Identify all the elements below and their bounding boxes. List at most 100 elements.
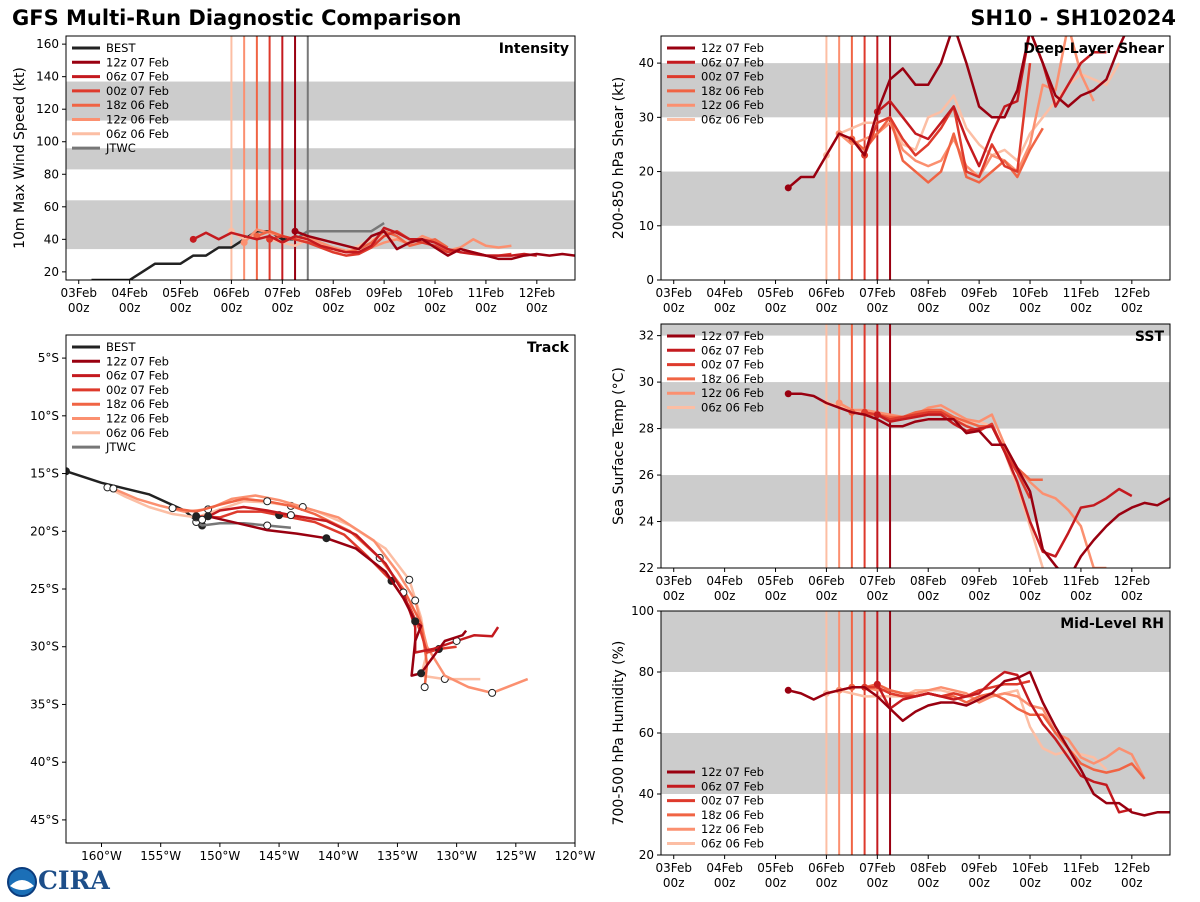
shear-xtick-label-4: 07Feb [859, 286, 896, 300]
sst-xtick-sublabel-5: 00z [917, 589, 939, 603]
intensity-xtick-label-1: 04Feb [111, 286, 148, 300]
intensity-xtick-label-0: 03Feb [60, 286, 97, 300]
track-xtick-label-5: 135°W [377, 849, 418, 863]
sst-xtick-sublabel-9: 00z [1121, 589, 1143, 603]
track-ytick-label-4: 25°S [30, 582, 59, 596]
sst-ytick-label-0: 22 [639, 561, 654, 575]
sst-xtick-sublabel-4: 00z [867, 589, 889, 603]
track-plot-area [66, 467, 529, 697]
intensity-xtick-sublabel-2: 00z [170, 301, 192, 315]
track-marker-5-0 [192, 512, 201, 521]
intensity-xtick-label-7: 10Feb [417, 286, 454, 300]
shear-title: Deep-Layer Shear [1023, 41, 1164, 57]
intensity-series-start-7 [291, 227, 299, 235]
track-marker-3-16 [488, 688, 497, 697]
rh-series-2 [851, 682, 1146, 780]
track-xtick-label-6: 130°W [436, 849, 477, 863]
rh-series-start-5 [784, 686, 792, 694]
track-marker-3-0 [109, 484, 118, 493]
track-marker-6-0 [198, 515, 207, 524]
track-title: Track [527, 340, 570, 356]
intensity-ytick-label-4: 100 [36, 135, 59, 149]
rh-title: Mid-Level RH [1060, 616, 1164, 632]
rh-xtick-sublabel-3: 00z [816, 876, 838, 890]
intensity-ytick-label-7: 160 [36, 37, 59, 51]
figure-title: GFS Multi-Run Diagnostic Comparison [12, 6, 462, 30]
shear-xtick-sublabel-3: 00z [816, 301, 838, 315]
intensity-xtick-label-8: 11Feb [468, 286, 505, 300]
intensity-legend-label-6: 06z 06 Feb [106, 127, 169, 141]
rh-legend-label-5: 06z 06 Feb [701, 837, 764, 851]
sst-xtick-sublabel-0: 00z [663, 589, 685, 603]
rh-series-5 [788, 670, 1170, 817]
shear-xtick-sublabel-1: 00z [714, 301, 736, 315]
shear-xtick-sublabel-0: 00z [663, 301, 685, 315]
track-ytick-label-2: 15°S [30, 467, 59, 481]
sst-xtick-sublabel-7: 00z [1019, 589, 1041, 603]
track-legend-label-0: BEST [106, 340, 136, 354]
shear-legend-label-3: 18z 06 Feb [701, 84, 764, 98]
shear-xtick-sublabel-2: 00z [765, 301, 787, 315]
track-xtick-label-0: 160°W [81, 849, 122, 863]
rh-xtick-label-9: 12Feb [1114, 861, 1151, 875]
rh-ytick-label-1: 40 [639, 787, 654, 801]
shear-series-4 [876, 36, 1107, 168]
sst-chart: 22242628303203Feb00z04Feb00z05Feb00z06Fe… [611, 323, 1171, 603]
intensity-xtick-sublabel-0: 00z [68, 301, 90, 315]
track-marker-7-0 [204, 512, 213, 521]
track-legend-label-7: JTWC [105, 440, 136, 454]
track-xtick-label-7: 125°W [495, 849, 536, 863]
track-ytick-label-7: 40°S [30, 755, 59, 769]
rh-xtick-sublabel-1: 00z [714, 876, 736, 890]
shear-band-1 [661, 63, 1170, 118]
sst-series-1 [838, 401, 1107, 568]
shear-xtick-sublabel-4: 00z [867, 301, 889, 315]
noaa-logo-icon [7, 867, 37, 897]
rh-xtick-label-3: 06Feb [808, 861, 845, 875]
sst-xtick-label-8: 11Feb [1063, 574, 1100, 588]
sst-plot-area [661, 324, 1170, 568]
track-ytick-label-8: 45°S [30, 813, 59, 827]
sst-band-0 [661, 475, 1170, 522]
track-marker-4-4 [263, 497, 272, 506]
rh-legend-label-1: 06z 07 Feb [701, 779, 764, 793]
rh-ytick-label-2: 60 [639, 726, 654, 740]
rh-xtick-sublabel-8: 00z [1070, 876, 1092, 890]
sst-xtick-label-6: 09Feb [961, 574, 998, 588]
rh-ytick-label-0: 20 [639, 848, 654, 862]
intensity-xtick-sublabel-3: 00z [221, 301, 243, 315]
intensity-xtick-sublabel-9: 00z [526, 301, 548, 315]
sst-legend-label-3: 18z 06 Feb [701, 372, 764, 386]
sst-xtick-label-0: 03Feb [655, 574, 692, 588]
track-marker-1-4 [263, 521, 272, 530]
track-legend-label-2: 06z 07 Feb [106, 369, 169, 383]
track-legend-label-1: 12z 07 Feb [106, 354, 169, 368]
shear-xtick-label-8: 11Feb [1063, 286, 1100, 300]
intensity-xtick-label-4: 07Feb [264, 286, 301, 300]
track-marker-7-4 [322, 534, 331, 543]
shear-ytick-label-2: 20 [639, 165, 654, 179]
rh-ylabel: 700-500 hPa Humidity (%) [611, 641, 627, 826]
shear-xtick-label-1: 04Feb [706, 286, 743, 300]
shear-xtick-label-9: 12Feb [1114, 286, 1151, 300]
sst-ytick-label-2: 26 [639, 468, 654, 482]
rh-xtick-label-1: 04Feb [706, 861, 743, 875]
rh-xtick-sublabel-7: 00z [1019, 876, 1041, 890]
track-marker-0-0 [66, 467, 70, 476]
track-xtick-label-8: 120°W [555, 849, 596, 863]
intensity-series-start-3 [240, 239, 248, 247]
track-series-7 [207, 515, 468, 677]
rh-series-4 [876, 670, 1133, 814]
sst-series-start-1 [835, 399, 843, 407]
sst-legend-label-5: 06z 06 Feb [701, 401, 764, 415]
track-xtick-label-4: 140°W [318, 849, 359, 863]
rh-xtick-sublabel-0: 00z [663, 876, 685, 890]
intensity-series-7 [294, 229, 575, 261]
intensity-ylabel: 10m Max Wind Speed (kt) [12, 67, 28, 249]
intensity-xtick-sublabel-8: 00z [475, 301, 497, 315]
track-legend-label-6: 06z 06 Feb [106, 426, 169, 440]
rh-xtick-sublabel-4: 00z [867, 876, 889, 890]
